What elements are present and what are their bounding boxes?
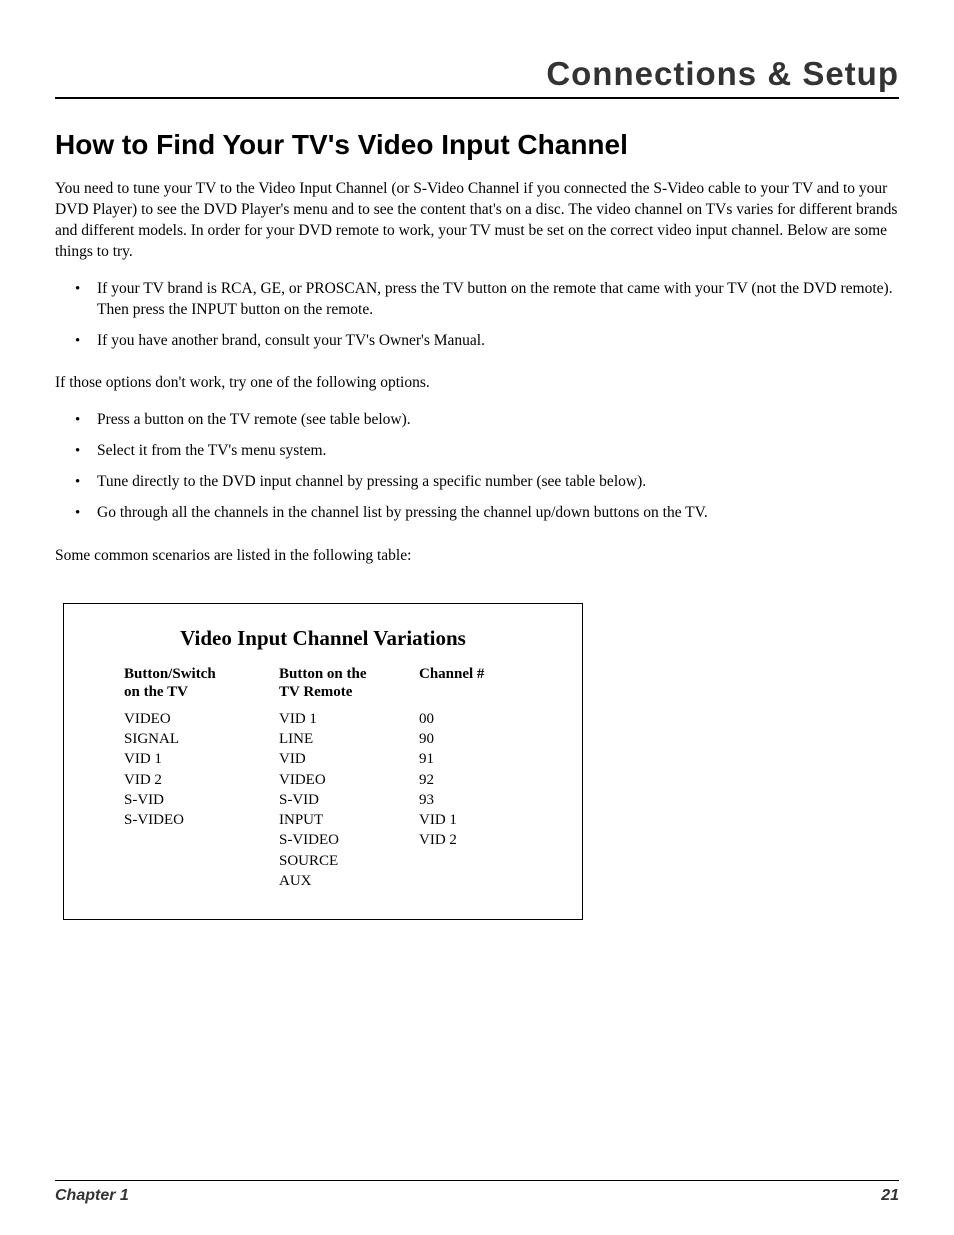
table-cell: 91 — [419, 749, 509, 769]
table-cell: LINE — [279, 729, 419, 749]
table-cell: S-VIDEO — [279, 830, 419, 850]
table-title: Video Input Channel Variations — [104, 626, 542, 651]
table-header-cell: Button/Switch on the TV — [124, 665, 279, 709]
section-header: Connections & Setup — [55, 55, 899, 99]
table-cell: VID 2 — [124, 770, 279, 790]
table-cell: 93 — [419, 790, 509, 810]
table-cell: S-VID — [124, 790, 279, 810]
table-cell: VIDEO — [279, 770, 419, 790]
table-cell: 92 — [419, 770, 509, 790]
table-cell: VIDEO — [124, 709, 279, 729]
table-cell: 90 — [419, 729, 509, 749]
bullet-list-b: Press a button on the TV remote (see tab… — [55, 410, 899, 534]
mid-paragraph: If those options don't work, try one of … — [55, 373, 899, 394]
table-cell: SOURCE — [279, 851, 419, 871]
table-body-row: VIDEO SIGNAL VID 1 VID 2 S-VID S-VIDEO V… — [124, 709, 542, 891]
table-cell: VID — [279, 749, 419, 769]
header-line1: Button on the — [279, 666, 367, 682]
table-cell: 00 — [419, 709, 509, 729]
header-line2: on the TV — [124, 684, 188, 700]
table-col-3: 00 90 91 92 93 VID 1 VID 2 — [419, 709, 509, 891]
header-line1: Button/Switch — [124, 666, 216, 682]
table-header-cell: Channel # — [419, 665, 509, 709]
table-cell: VID 2 — [419, 830, 509, 850]
table-cell: INPUT — [279, 810, 419, 830]
list-item: Tune directly to the DVD input channel b… — [55, 472, 899, 493]
intro-paragraph: You need to tune your TV to the Video In… — [55, 179, 899, 263]
table-header-row: Button/Switch on the TV Button on the TV… — [124, 665, 542, 709]
table-cell: SIGNAL — [124, 729, 279, 749]
table-col-1: VIDEO SIGNAL VID 1 VID 2 S-VID S-VIDEO — [124, 709, 279, 891]
list-item: If your TV brand is RCA, GE, or PROSCAN,… — [55, 279, 899, 321]
variations-table-box: Video Input Channel Variations Button/Sw… — [63, 603, 583, 920]
page: Connections & Setup How to Find Your TV'… — [0, 0, 954, 1235]
table-cell: VID 1 — [124, 749, 279, 769]
footer-page-number: 21 — [881, 1187, 899, 1205]
page-footer: Chapter 1 21 — [55, 1180, 899, 1205]
table-header-cell: Button on the TV Remote — [279, 665, 419, 709]
variations-table: Button/Switch on the TV Button on the TV… — [124, 665, 542, 891]
header-line2: TV Remote — [279, 684, 352, 700]
footer-chapter: Chapter 1 — [55, 1187, 129, 1205]
table-cell: VID 1 — [419, 810, 509, 830]
page-title: How to Find Your TV's Video Input Channe… — [55, 129, 899, 161]
list-item: Go through all the channels in the chann… — [55, 503, 899, 524]
list-item: Press a button on the TV remote (see tab… — [55, 410, 899, 431]
table-cell: S-VID — [279, 790, 419, 810]
table-cell: S-VIDEO — [124, 810, 279, 830]
list-item: If you have another brand, consult your … — [55, 331, 899, 352]
table-col-2: VID 1 LINE VID VIDEO S-VID INPUT S-VIDEO… — [279, 709, 419, 891]
list-item: Select it from the TV's menu system. — [55, 441, 899, 462]
table-cell: VID 1 — [279, 709, 419, 729]
table-cell: AUX — [279, 871, 419, 891]
bullet-list-a: If your TV brand is RCA, GE, or PROSCAN,… — [55, 279, 899, 362]
outro-paragraph: Some common scenarios are listed in the … — [55, 546, 899, 567]
